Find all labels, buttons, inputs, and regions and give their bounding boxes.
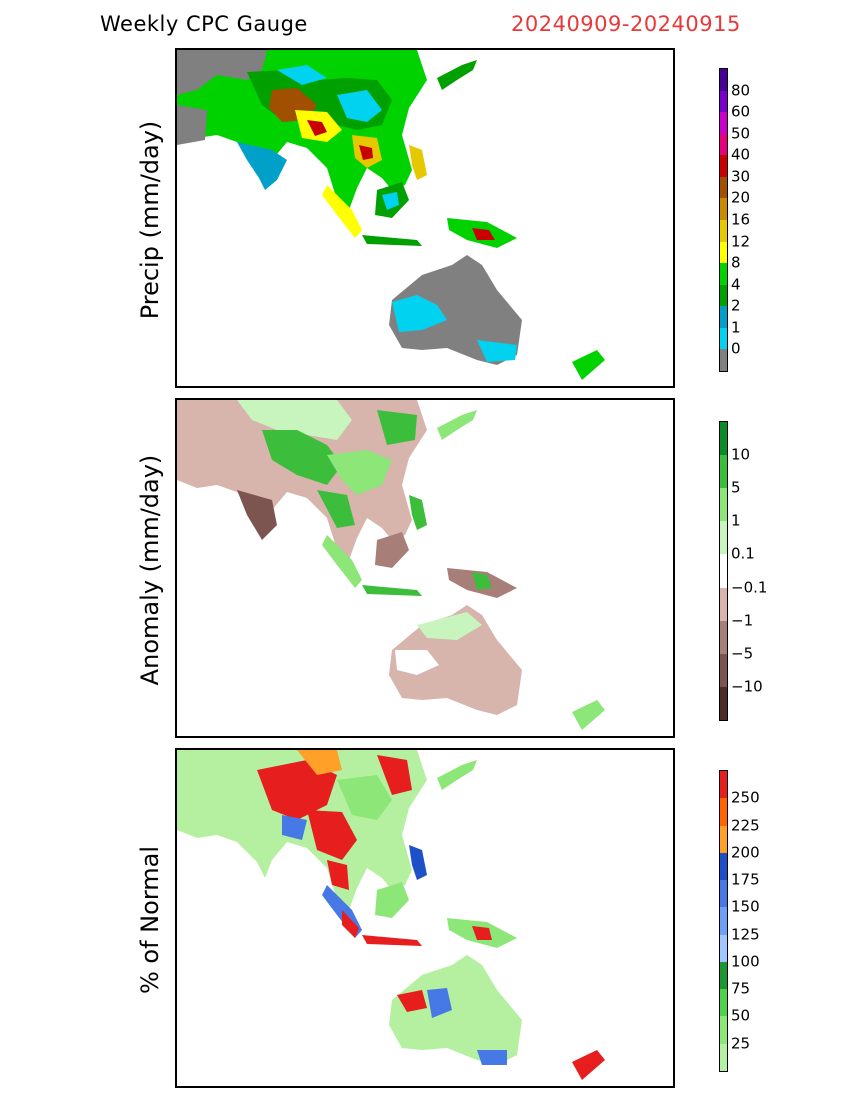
- colorbar-tick-label: 1: [731, 511, 741, 530]
- colorbar-segment: [720, 422, 727, 456]
- colorbar-segment: [720, 771, 727, 799]
- colorbar-tick-label: 10: [731, 445, 751, 464]
- colorbar-segment: [720, 961, 727, 990]
- colorbar-segment: [720, 284, 727, 307]
- colorbar-tick-label: 250: [731, 788, 760, 807]
- colorbar-segment: [720, 852, 727, 881]
- colorbar-segment: [720, 521, 727, 555]
- colorbar-segment: [720, 349, 727, 371]
- colorbar-segment: [720, 263, 727, 285]
- colorbar-tick-label: 0.1: [731, 544, 755, 563]
- anomaly-colorbar: [719, 421, 728, 721]
- colorbar-segment: [720, 133, 727, 156]
- colorbar-tick-label: 75: [731, 979, 751, 998]
- colorbar-tick-label: 8: [731, 253, 741, 272]
- colorbar-tick-label: 225: [731, 816, 760, 835]
- colorbar-segment: [720, 1043, 727, 1071]
- colorbar-tick-label: 175: [731, 870, 760, 889]
- colorbar-segment: [720, 455, 727, 489]
- anomaly-map[interactable]: [175, 398, 675, 738]
- colorbar-segment: [720, 219, 727, 242]
- precip-colorbar: [719, 68, 728, 372]
- map-title: Weekly CPC Gauge: [100, 12, 308, 36]
- colorbar-segment: [720, 934, 727, 962]
- colorbar-tick-label: 25: [731, 1034, 751, 1053]
- colorbar-tick-label: 1: [731, 318, 741, 337]
- percent-colorbar: [719, 770, 728, 1072]
- colorbar-segment: [720, 554, 727, 588]
- colorbar-tick-label: 2: [731, 296, 741, 315]
- date-range: 20240909-20240915: [511, 12, 741, 36]
- colorbar-tick-label: 100: [731, 952, 760, 971]
- precip-ylabel: Precip (mm/day): [136, 120, 164, 320]
- colorbar-segment: [720, 112, 727, 134]
- colorbar-segment: [720, 907, 727, 935]
- colorbar-tick-label: 4: [731, 275, 741, 294]
- colorbar-tick-label: −1: [731, 611, 754, 630]
- colorbar-tick-label: −0.1: [731, 578, 768, 597]
- colorbar-segment: [720, 69, 727, 91]
- anomaly-ylabel: Anomaly (mm/day): [136, 454, 164, 686]
- colorbar-segment: [720, 653, 727, 687]
- colorbar-segment: [720, 241, 727, 264]
- colorbar-tick-label: 125: [731, 925, 760, 944]
- colorbar-tick-label: 200: [731, 843, 760, 862]
- colorbar-segment: [720, 90, 727, 113]
- colorbar-tick-label: 20: [731, 188, 751, 207]
- colorbar-segment: [720, 155, 727, 177]
- colorbar-segment: [720, 327, 727, 350]
- colorbar-segment: [720, 1016, 727, 1044]
- percent-map[interactable]: [175, 748, 675, 1088]
- colorbar-tick-label: 40: [731, 145, 751, 164]
- colorbar-segment: [720, 825, 727, 853]
- colorbar-segment: [720, 198, 727, 220]
- colorbar-tick-label: 60: [731, 102, 751, 121]
- colorbar-tick-label: −5: [731, 644, 754, 663]
- colorbar-segment: [720, 880, 727, 908]
- colorbar-segment: [720, 620, 727, 654]
- colorbar-tick-label: 80: [731, 81, 751, 100]
- percent-ylabel: % of Normal: [136, 845, 164, 995]
- colorbar-segment: [720, 306, 727, 328]
- colorbar-segment: [720, 989, 727, 1017]
- colorbar-segment: [720, 176, 727, 199]
- precip-map[interactable]: [175, 48, 675, 388]
- colorbar-segment: [720, 798, 727, 826]
- colorbar-tick-label: 150: [731, 897, 760, 916]
- colorbar-tick-label: 12: [731, 232, 751, 251]
- colorbar-tick-label: −10: [731, 677, 763, 696]
- colorbar-segment: [720, 686, 727, 720]
- colorbar-tick-label: 30: [731, 167, 751, 186]
- australia-land: [389, 255, 522, 365]
- colorbar-tick-label: 16: [731, 210, 751, 229]
- colorbar-segment: [720, 587, 727, 621]
- colorbar-segment: [720, 488, 727, 522]
- colorbar-tick-label: 50: [731, 124, 751, 143]
- colorbar-tick-label: 5: [731, 478, 741, 497]
- colorbar-tick-label: 0: [731, 339, 741, 358]
- colorbar-tick-label: 50: [731, 1006, 751, 1025]
